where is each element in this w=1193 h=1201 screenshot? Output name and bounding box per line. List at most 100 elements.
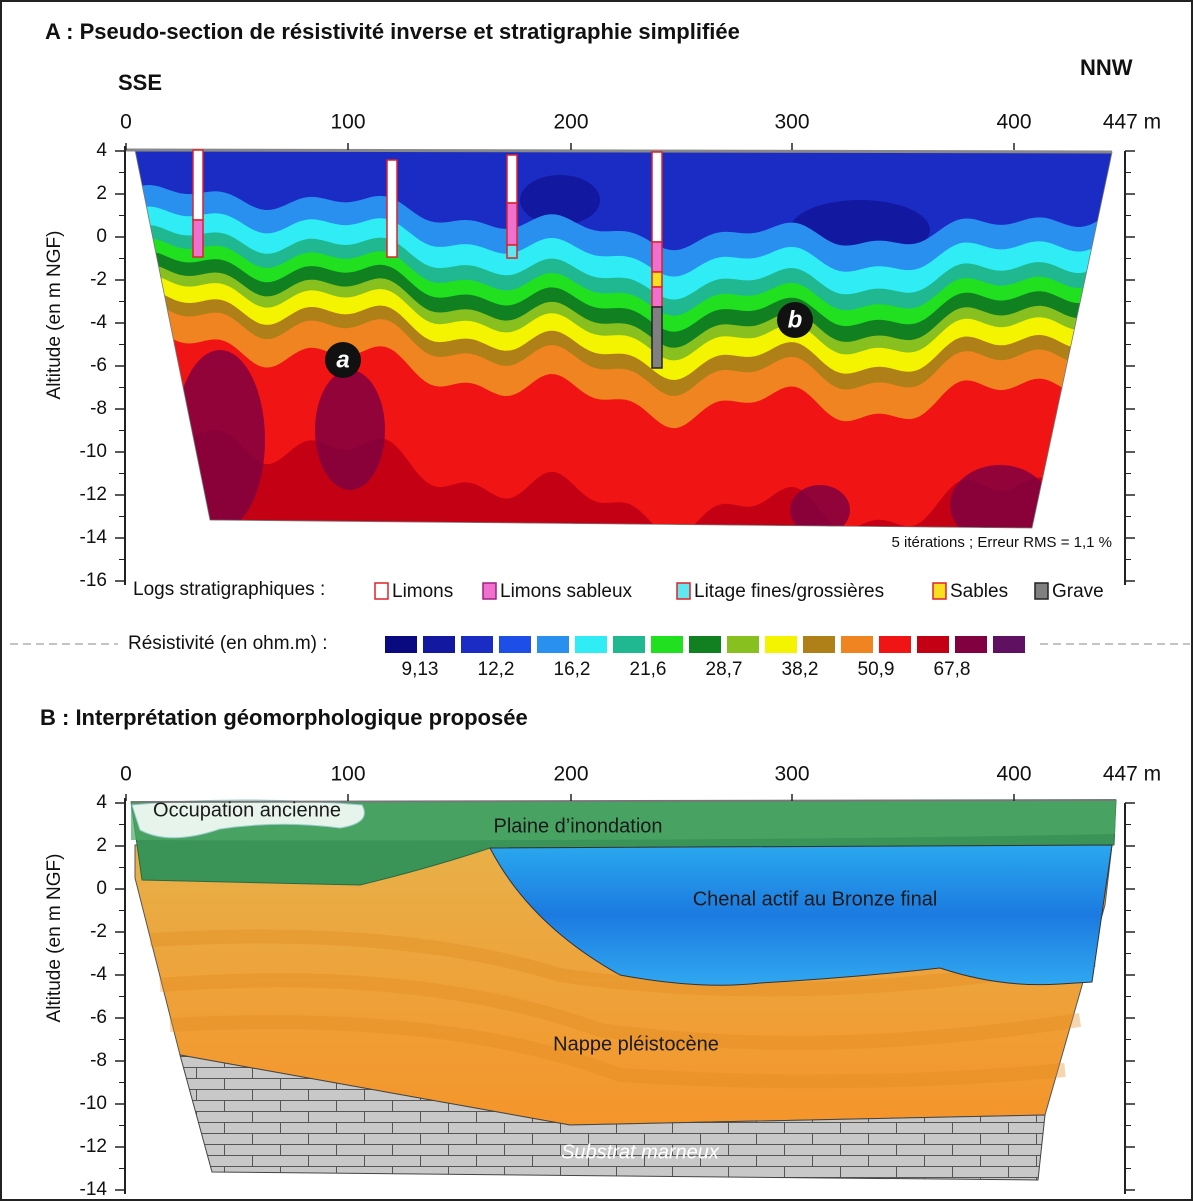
color-swatch	[499, 636, 531, 653]
borehole-log	[651, 151, 663, 243]
y-tick-label: 4	[96, 140, 107, 161]
color-swatch	[651, 636, 683, 653]
borehole-log	[651, 306, 663, 369]
band	[315, 370, 385, 490]
color-swatch	[993, 636, 1025, 653]
y-tick-label: -6	[90, 355, 107, 376]
scale-label: 21,6	[630, 659, 667, 680]
pleistocene-texture	[149, 929, 1097, 1089]
unit-label: Nappe pléistocène	[553, 1033, 719, 1055]
legend-label: Limons	[392, 581, 453, 602]
y-tick-label: 0	[96, 878, 107, 899]
borehole-log	[192, 149, 204, 221]
resistivity-section	[135, 150, 1112, 528]
x-tick-label: 400	[996, 111, 1031, 134]
legend-swatch	[1034, 582, 1049, 600]
panel-b-title: B : Interprétation géomorphologique prop…	[40, 705, 528, 730]
color-swatch	[385, 636, 417, 653]
unit-label: Substrat marneux	[561, 1141, 720, 1163]
color-swatch	[689, 636, 721, 653]
color-swatch	[575, 636, 607, 653]
color-swatch	[423, 636, 455, 653]
logs-legend-title: Logs stratigraphiques :	[133, 579, 325, 600]
y-tick-label: -10	[80, 441, 107, 462]
band	[175, 350, 265, 528]
legend-label: Sables	[950, 581, 1008, 602]
x-tick-label: 100	[330, 111, 365, 134]
y-tick-label: -6	[90, 1007, 107, 1028]
color-swatch	[613, 636, 645, 653]
x-tick-label: 100	[330, 763, 365, 786]
y-tick-label: -16	[80, 570, 107, 591]
x-tick-label: 200	[553, 763, 588, 786]
borehole-log	[192, 219, 204, 258]
channel-unit	[489, 844, 1113, 986]
y-tick-label: 0	[96, 226, 107, 247]
x-tick-label: 200	[553, 111, 588, 134]
panel-a-title: A : Pseudo-section de résistivité invers…	[45, 19, 740, 44]
scale-label: 50,9	[858, 659, 895, 680]
x-tick-label: 0	[120, 111, 132, 134]
color-swatch	[841, 636, 873, 653]
band	[950, 465, 1050, 528]
ground-surface	[130, 799, 1117, 803]
x-tick-label: 400	[996, 763, 1031, 786]
y-tick-label: -12	[80, 1136, 107, 1157]
direction-left: SSE	[118, 70, 162, 95]
y-axis-title: Altitude (en m NGF)	[44, 231, 65, 400]
scale-label: 12,2	[478, 659, 515, 680]
y-tick-label: -10	[80, 1093, 107, 1114]
y-tick-label: -12	[80, 484, 107, 505]
color-swatch	[537, 636, 569, 653]
legend-label: Limons sableux	[500, 581, 633, 602]
floodplain-top	[131, 800, 1116, 841]
legend-label: Grave	[1052, 581, 1104, 602]
x-tick-label: 447 m	[1103, 763, 1161, 786]
borehole-log	[506, 244, 518, 259]
legend-swatch	[676, 582, 691, 600]
color-swatch	[461, 636, 493, 653]
substrate-unit	[179, 1054, 1046, 1181]
x-tick-label: 447 m	[1103, 111, 1161, 134]
borehole-log	[506, 154, 518, 204]
x-tick-label: 300	[774, 111, 809, 134]
legend-label: Litage fines/grossières	[694, 581, 884, 602]
y-tick-label: -4	[90, 964, 107, 985]
marker	[777, 302, 813, 338]
unit-label: Chenal actif au Bronze final	[693, 888, 938, 910]
y-axis-title: Altitude (en m NGF)	[44, 854, 65, 1023]
borehole-log	[506, 202, 518, 246]
surface	[124, 148, 1113, 154]
y-tick-label: -14	[80, 527, 108, 548]
y-tick-label: -4	[90, 312, 107, 333]
y-tick-label: -14	[80, 1179, 108, 1200]
color-swatch	[955, 636, 987, 653]
borehole-log	[651, 286, 663, 308]
old-occupation-unit	[131, 799, 365, 839]
y-tick-label: 2	[96, 183, 107, 204]
legend-swatch	[374, 582, 389, 600]
scale-label: 67,8	[934, 659, 971, 680]
unit-label: Plaine d’inondation	[493, 815, 662, 837]
y-tick-label: -8	[90, 1050, 107, 1071]
scale-label: 38,2	[782, 659, 819, 680]
band	[790, 485, 850, 528]
direction-right: NNW	[1080, 55, 1133, 80]
color-swatch	[727, 636, 759, 653]
marker	[325, 342, 361, 378]
interpretation-section	[130, 799, 1117, 1181]
borehole-log	[651, 241, 663, 273]
legend-swatch	[482, 582, 497, 600]
y-tick-label: 4	[96, 792, 107, 813]
legend-swatch	[932, 582, 947, 600]
x-tick-label: 0	[120, 763, 132, 786]
inversion-note: 5 itérations ; Erreur RMS = 1,1 %	[891, 534, 1112, 551]
marker-label: b	[788, 306, 803, 333]
scale-label: 9,13	[402, 659, 439, 680]
scale-label: 28,7	[706, 659, 743, 680]
color-swatch	[879, 636, 911, 653]
borehole-log	[651, 271, 663, 288]
y-tick-label: -2	[90, 921, 107, 942]
